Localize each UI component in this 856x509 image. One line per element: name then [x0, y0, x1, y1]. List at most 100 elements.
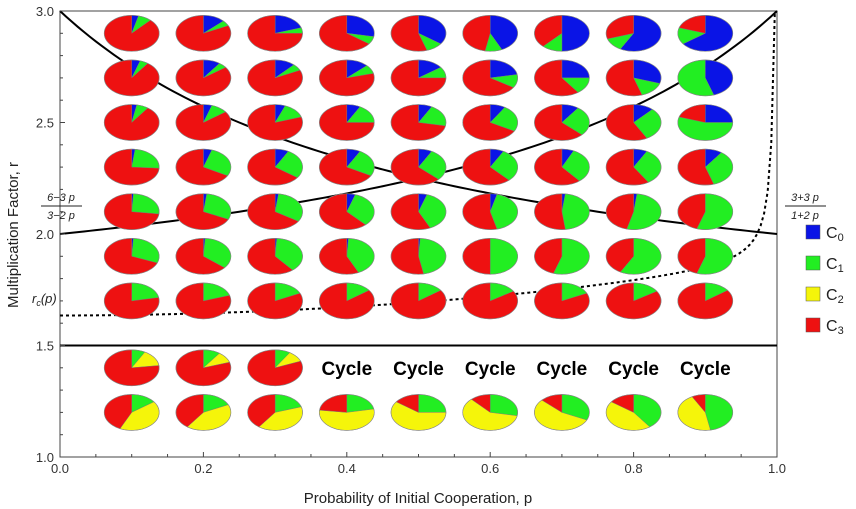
pie-outline — [677, 394, 734, 431]
pie-5-4 — [390, 237, 447, 275]
pie-5-7 — [605, 237, 662, 275]
pie-3-1 — [175, 148, 232, 186]
legend-label-c0: C0 — [826, 225, 844, 244]
pie-outline — [103, 104, 160, 141]
pie-outline — [677, 148, 734, 186]
legend-swatch-c0 — [805, 224, 821, 240]
pie-slice-c1 — [418, 394, 447, 413]
pie-0-8 — [677, 14, 734, 52]
x-axis-label: Probability of Initial Cooperation, p — [304, 490, 532, 507]
pie-4-0 — [103, 193, 160, 230]
pie-outline — [247, 282, 303, 320]
pie-0-0 — [103, 14, 160, 52]
pie-2-7 — [605, 104, 662, 141]
pie-3-4 — [390, 148, 447, 186]
pie-outline — [390, 282, 447, 320]
cycle-label: Cycle — [393, 359, 444, 380]
pie-0-3 — [318, 14, 375, 52]
pie-outline — [462, 282, 519, 320]
x-tick-label: 0.0 — [51, 461, 69, 476]
legend-item-c3: C3 — [805, 317, 844, 337]
pie-outline — [462, 14, 519, 52]
pie-outline — [534, 193, 590, 230]
cycle-label: Cycle — [608, 359, 659, 380]
pie-2-3 — [318, 104, 375, 141]
pie-outline — [103, 193, 160, 230]
right-formula-numerator: 3+3 p — [791, 192, 819, 204]
pie-1-0 — [103, 59, 160, 97]
pie-6-1 — [175, 282, 232, 320]
legend-label-c2: C2 — [826, 287, 844, 306]
pie-outline — [462, 394, 519, 431]
pie-8-3 — [318, 394, 375, 431]
pie-2-4 — [390, 104, 447, 141]
pie-outline — [605, 14, 662, 52]
pie-outline — [534, 148, 590, 186]
pie-slice-c0 — [561, 15, 590, 52]
pie-outline — [175, 394, 232, 431]
pie-8-4 — [390, 394, 447, 431]
pie-slice-c3 — [462, 15, 491, 52]
pie-4-1 — [175, 193, 232, 230]
pie-1-7 — [605, 59, 662, 97]
pie-outline — [462, 59, 519, 97]
pie-4-3 — [318, 193, 375, 230]
pie-outline — [103, 148, 160, 186]
pie-7-0 — [103, 349, 160, 387]
pie-outline — [534, 282, 590, 320]
pie-2-8 — [677, 104, 734, 141]
pie-outline — [318, 59, 375, 97]
pie-outline — [175, 193, 232, 230]
cycle-label: Cycle — [465, 359, 516, 380]
pie-outline — [318, 148, 375, 186]
pie-3-7 — [605, 148, 662, 186]
pie-8-1 — [175, 394, 232, 431]
pie-outline — [605, 394, 662, 431]
pie-outline — [390, 193, 447, 230]
pie-slice-c1 — [490, 238, 518, 275]
right-formula-denominator: 1+2 p — [791, 210, 819, 222]
pie-2-6 — [534, 104, 590, 141]
pie-outline — [318, 282, 375, 320]
pie-outline — [605, 104, 662, 141]
pie-slice-c3 — [534, 193, 566, 230]
pie-3-5 — [462, 148, 519, 186]
pie-5-0 — [103, 237, 160, 275]
pie-outline — [605, 237, 662, 275]
pie-outline — [318, 104, 375, 141]
pie-outline — [390, 14, 447, 52]
legend-swatch-c3 — [805, 317, 821, 333]
pie-4-5 — [462, 193, 519, 230]
pie-grid: Cycle Cycle Cycle Cycle Cycle Cycle — [103, 14, 734, 431]
pie-outline — [318, 193, 375, 230]
pie-slice-c0 — [346, 15, 375, 37]
pie-outline — [318, 237, 375, 275]
pie-slice-c1 — [131, 193, 160, 215]
pie-outline — [677, 237, 734, 275]
pie-7-1 — [175, 349, 232, 387]
pie-slice-c3 — [319, 394, 347, 413]
pie-outline — [103, 349, 160, 387]
pie-outline — [247, 59, 303, 97]
pie-6-6 — [534, 282, 590, 320]
left-formula-denominator: 3−2 p — [47, 210, 75, 222]
pie-3-8 — [677, 148, 734, 186]
pie-3-2 — [247, 148, 303, 186]
pie-8-2 — [247, 394, 303, 431]
pie-outline — [247, 193, 303, 230]
pie-0-6 — [534, 14, 590, 52]
pie-slice-c3 — [462, 238, 491, 275]
pie-4-2 — [247, 193, 303, 230]
pie-5-1 — [175, 237, 232, 275]
pie-outline — [534, 59, 590, 97]
pie-outline — [175, 237, 232, 275]
pie-6-0 — [103, 282, 160, 320]
pie-outline — [390, 59, 447, 97]
pie-1-3 — [318, 59, 375, 97]
y-tick-label: 1.0 — [36, 450, 54, 465]
pie-8-0 — [103, 394, 160, 431]
rc-sub: c — [36, 298, 41, 308]
legend-swatch-c1 — [805, 255, 821, 271]
legend: C0 C1 C2 C3 — [805, 224, 844, 337]
